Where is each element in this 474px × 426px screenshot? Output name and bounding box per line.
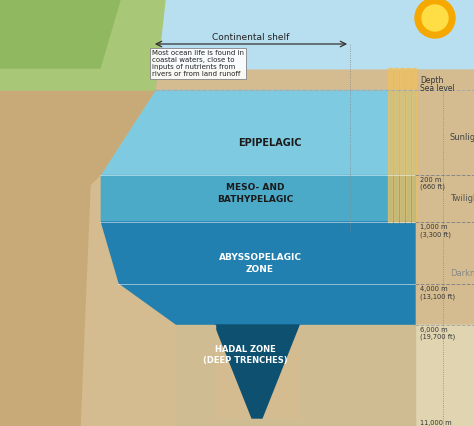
Text: 4,000 m
(13,100 ft): 4,000 m (13,100 ft) <box>420 286 455 299</box>
Text: Sunlight: Sunlight <box>450 133 474 142</box>
Text: 6,000 m
(19,700 ft): 6,000 m (19,700 ft) <box>420 327 455 340</box>
Text: MESO- AND
BATHYPELAGIC: MESO- AND BATHYPELAGIC <box>217 184 293 204</box>
Text: Continental shelf: Continental shelf <box>212 33 290 42</box>
Text: HADAL ZONE
(DEEP TRENCHES): HADAL ZONE (DEEP TRENCHES) <box>203 345 287 365</box>
Text: Sea level: Sea level <box>420 84 455 93</box>
Text: EPIPELAGIC: EPIPELAGIC <box>238 138 302 147</box>
Bar <box>0 0 474 68</box>
Polygon shape <box>0 0 175 426</box>
Text: 11,000 m
(33,000 ft): 11,000 m (33,000 ft) <box>420 420 455 426</box>
Bar <box>415 325 474 426</box>
Circle shape <box>415 0 455 38</box>
Bar <box>394 68 398 222</box>
Text: Darkness: Darkness <box>450 269 474 278</box>
Text: 1,000 m
(3,300 ft): 1,000 m (3,300 ft) <box>420 224 451 238</box>
Circle shape <box>422 5 448 31</box>
Bar <box>400 68 404 222</box>
Text: Most ocean life is found in
coastal waters, close to
inputs of nutrients from
ri: Most ocean life is found in coastal wate… <box>152 50 244 77</box>
Polygon shape <box>100 175 415 222</box>
Polygon shape <box>215 325 299 418</box>
Text: 200 m
(660 ft): 200 m (660 ft) <box>420 177 445 190</box>
Bar <box>412 68 416 222</box>
Text: ABYSSOPELAGIC
ZONE: ABYSSOPELAGIC ZONE <box>219 253 301 273</box>
Polygon shape <box>100 222 415 325</box>
Bar <box>388 68 392 222</box>
Bar <box>406 68 410 222</box>
Polygon shape <box>300 325 415 426</box>
Bar <box>0 0 474 68</box>
Polygon shape <box>0 0 120 68</box>
Bar <box>415 325 474 426</box>
Polygon shape <box>0 0 165 90</box>
Polygon shape <box>0 0 165 426</box>
Polygon shape <box>100 90 415 175</box>
Text: Depth: Depth <box>420 76 443 85</box>
Text: Twilight: Twilight <box>450 194 474 203</box>
Bar <box>155 0 415 68</box>
Polygon shape <box>175 325 215 426</box>
Bar <box>175 418 415 426</box>
